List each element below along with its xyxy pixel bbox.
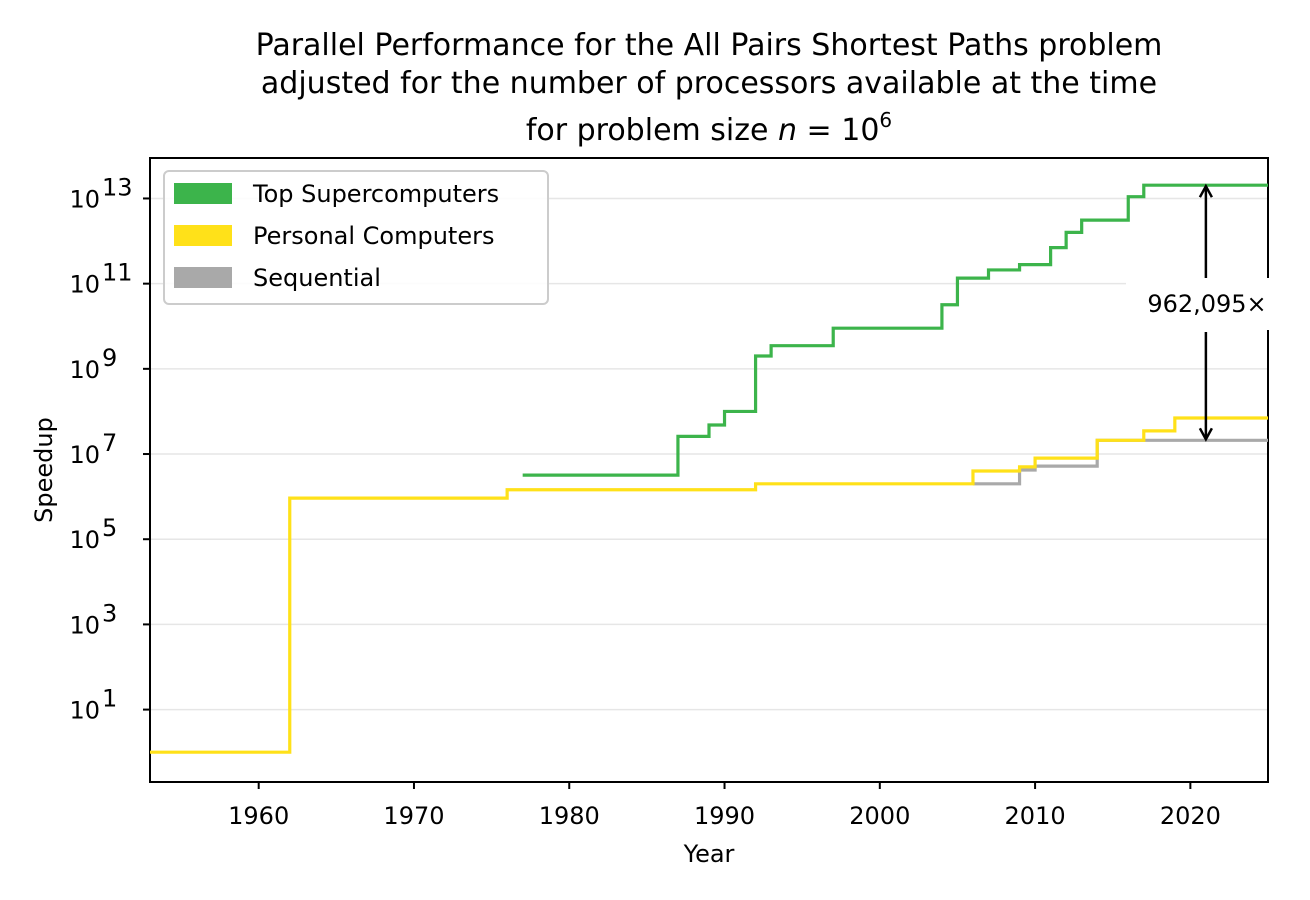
y-tick-base: 10 [69,185,100,213]
legend-swatch [174,267,232,288]
y-tick-label: 10 [69,526,100,554]
legend-box [163,170,549,305]
title-base: 10 [841,113,879,148]
title-eq: = [797,113,841,148]
x-tick-label: 2010 [1005,802,1066,830]
y-tick-exponent: 9 [102,344,117,372]
y-tick-exponent: 1 [102,685,117,713]
annotation-text-background [1126,278,1276,330]
x-tick-label: 1970 [383,802,444,830]
x-axis-label: Year [683,840,735,868]
y-tick-base: 10 [69,271,100,299]
x-tick-label: 1960 [228,802,289,830]
legend-swatch [174,225,232,246]
y-tick-label: 10 [69,185,100,213]
legend: Top Supercomputers Personal Computers Sequ… [163,170,549,305]
chart-title-line-1: Parallel Performance for the All Pairs S… [256,28,1163,63]
x-tick-label: 2000 [849,802,910,830]
y-tick-label: 10 [69,697,100,725]
chart-title-line-2: adjusted for the number of processors av… [261,66,1157,101]
x-axis-ticks: 1960 1970 1980 1990 2000 2010 2020 [228,782,1221,830]
y-tick-label: 10 [69,611,100,639]
x-tick-label: 2020 [1160,802,1221,830]
plot-frame [149,157,1269,783]
legend-label: Sequential [253,264,381,292]
title-n-var: n [778,113,797,148]
y-tick-exponent: 3 [102,599,117,627]
title-prefix: for problem size [526,113,778,148]
y-tick-base: 10 [69,356,100,384]
series-group [150,183,1268,754]
y-tick-exponent: 7 [102,429,117,457]
annotation-label: 962,095× [1147,290,1266,318]
y-tick-exponent: 13 [102,173,133,201]
y-tick-base: 10 [69,441,100,469]
title-exp: 6 [879,108,892,132]
series-line-personal-computers [150,416,1268,754]
y-tick-label: 10 [69,271,100,299]
y-tick-base: 10 [69,697,100,725]
y-tick-base: 10 [69,611,100,639]
y-tick-base: 10 [69,526,100,554]
y-tick-label: 10 [69,356,100,384]
x-tick-label: 1990 [694,802,755,830]
legend-swatch [174,183,232,204]
y-tick-label: 10 [69,441,100,469]
y-axis-label: Speedup [30,417,58,523]
annotation-arrowhead-up [1198,183,1213,198]
chart-title-line-3: for problem size n = 106 [526,108,892,148]
series-line-sequential [972,438,1268,486]
speedup-gap-annotation: 962,095× [1126,183,1276,442]
y-tick-exponent: 11 [102,259,133,287]
legend-label: Top Supercomputers [252,180,499,208]
series-line-top-supercomputers [522,183,1268,477]
legend-label: Personal Computers [253,222,494,250]
y-tick-exponent: 5 [102,514,117,542]
x-tick-label: 1980 [539,802,600,830]
annotation-arrowhead-down [1198,427,1213,442]
